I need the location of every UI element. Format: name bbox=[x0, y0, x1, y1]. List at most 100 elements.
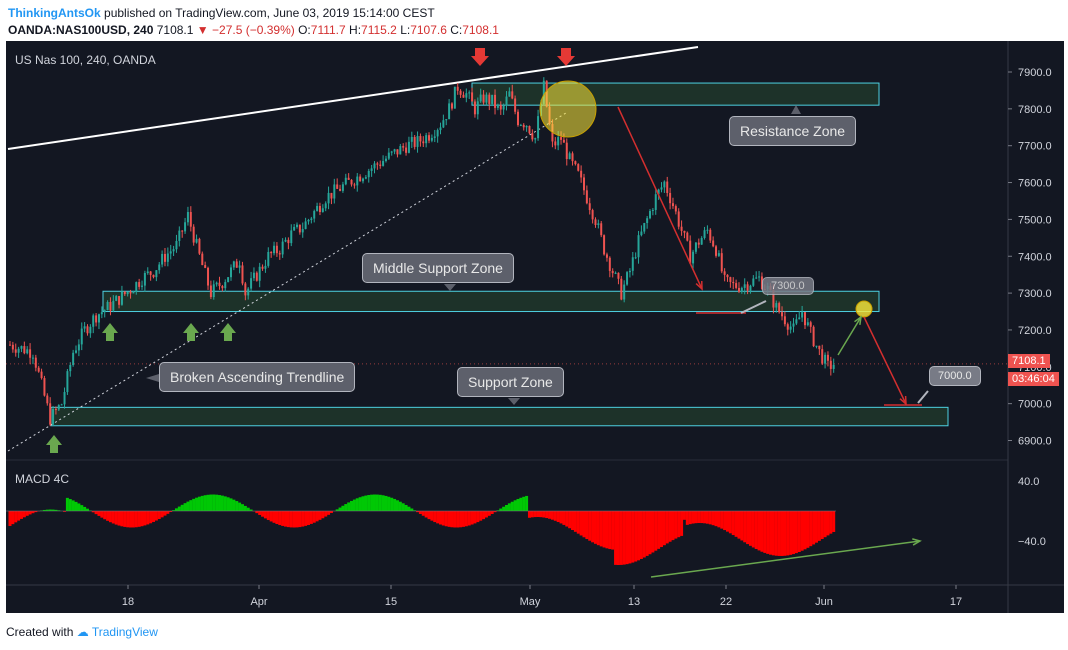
candle-body bbox=[703, 230, 706, 239]
macd-bar bbox=[659, 511, 663, 548]
candle-body bbox=[706, 229, 709, 231]
macd-bar bbox=[651, 511, 655, 553]
macd-bar bbox=[582, 511, 586, 538]
candle-body bbox=[364, 177, 367, 179]
macd-bar bbox=[372, 494, 376, 511]
candle-body bbox=[301, 229, 304, 233]
macd-bar bbox=[803, 511, 807, 550]
macd-bar bbox=[407, 506, 411, 511]
macd-bar bbox=[335, 509, 339, 511]
candle-body bbox=[732, 281, 735, 284]
candle-body bbox=[608, 257, 611, 271]
candle-body bbox=[112, 300, 115, 311]
macd-bar bbox=[286, 511, 290, 528]
macd-bar bbox=[321, 511, 325, 519]
macd-bar bbox=[576, 511, 580, 534]
candle-body bbox=[789, 326, 792, 330]
candle-body bbox=[281, 241, 284, 255]
macd-bar bbox=[614, 511, 618, 565]
candle-body bbox=[166, 253, 169, 262]
macd-bar bbox=[246, 507, 250, 511]
macd-bar bbox=[355, 498, 359, 511]
macd-bar bbox=[249, 509, 253, 511]
candle-body bbox=[284, 239, 287, 242]
macd-bar bbox=[220, 495, 224, 511]
macd-bar bbox=[25, 511, 29, 516]
macd-bar bbox=[516, 498, 520, 511]
symbol-label: OANDA:NAS100USD, 240 bbox=[8, 23, 154, 37]
candle-body bbox=[118, 296, 121, 305]
macd-bar bbox=[536, 511, 540, 518]
macd-bar bbox=[550, 511, 554, 520]
macd-bar bbox=[645, 511, 649, 556]
candle-body bbox=[43, 378, 46, 396]
candle-body bbox=[298, 224, 301, 233]
candle-body bbox=[562, 139, 565, 143]
macd-bar bbox=[642, 511, 646, 558]
candle-body bbox=[278, 253, 281, 255]
candle-body bbox=[594, 219, 597, 226]
macd-bar bbox=[83, 506, 87, 511]
candle-body bbox=[677, 211, 680, 227]
candle-body bbox=[80, 328, 83, 345]
macd-bar bbox=[192, 498, 196, 511]
candle-body bbox=[465, 93, 468, 98]
target-price-label: 7000.0 bbox=[929, 366, 981, 386]
candle-body bbox=[316, 205, 319, 212]
tradingview-logo-icon: ☁ bbox=[76, 625, 89, 639]
zone-rect bbox=[50, 406, 949, 427]
candle-body bbox=[195, 238, 198, 243]
trendline-label: Broken Ascending Trendline bbox=[159, 362, 356, 392]
tradingview-brand[interactable]: TradingView bbox=[91, 625, 158, 639]
candle-body bbox=[69, 365, 72, 372]
author-link[interactable]: ThinkingAntsOk bbox=[8, 6, 101, 20]
macd-bar bbox=[832, 511, 836, 532]
macd-bar bbox=[51, 509, 55, 511]
macd-bar bbox=[68, 499, 72, 511]
macd-bar bbox=[215, 494, 219, 511]
macd-bar bbox=[473, 511, 477, 524]
macd-bar bbox=[393, 498, 397, 511]
candle-body bbox=[34, 357, 37, 368]
price-axis[interactable] bbox=[1008, 41, 1064, 613]
candle-body bbox=[396, 149, 399, 155]
macd-bar bbox=[54, 509, 58, 511]
macd-bar bbox=[631, 511, 635, 563]
candle-body bbox=[264, 265, 267, 269]
macd-bar bbox=[507, 503, 511, 511]
macd-bar bbox=[344, 504, 348, 511]
candle-body bbox=[829, 360, 832, 369]
candle-body bbox=[123, 291, 126, 295]
macd-bar bbox=[447, 511, 451, 527]
macd-bar bbox=[238, 502, 242, 511]
chart-svg[interactable]: 7900.0 7800.0 7700.0 7600.0 7500.0 7400.0 7300… bbox=[6, 41, 1064, 613]
macd-bar bbox=[384, 495, 388, 511]
macd-bar bbox=[42, 509, 46, 511]
candle-body bbox=[717, 253, 720, 256]
candle-body bbox=[755, 277, 758, 279]
candle-body bbox=[502, 105, 505, 110]
macd-bar bbox=[430, 511, 434, 521]
candle-body bbox=[181, 230, 184, 232]
macd-bar bbox=[71, 500, 75, 511]
candle-body bbox=[554, 141, 557, 146]
candle-body bbox=[657, 189, 660, 195]
macd-bar bbox=[390, 497, 394, 511]
candle-body bbox=[654, 194, 657, 210]
candle-body bbox=[399, 146, 402, 155]
candle-body bbox=[537, 116, 540, 139]
candle-body bbox=[135, 282, 138, 293]
candle-body bbox=[100, 312, 103, 315]
candle-body bbox=[244, 283, 247, 296]
macd-bar bbox=[789, 511, 793, 555]
macd-bar bbox=[559, 511, 563, 524]
candle-body bbox=[347, 177, 350, 180]
high-value: 7115.2 bbox=[361, 23, 397, 37]
candle-body bbox=[241, 265, 244, 284]
candle-body bbox=[516, 111, 519, 126]
macd-bar bbox=[450, 511, 454, 528]
macd-bar bbox=[160, 511, 164, 518]
macd-bar bbox=[120, 511, 124, 527]
resistance-zone-label: Resistance Zone bbox=[729, 116, 857, 146]
time-tick-label: 18 bbox=[122, 596, 134, 608]
